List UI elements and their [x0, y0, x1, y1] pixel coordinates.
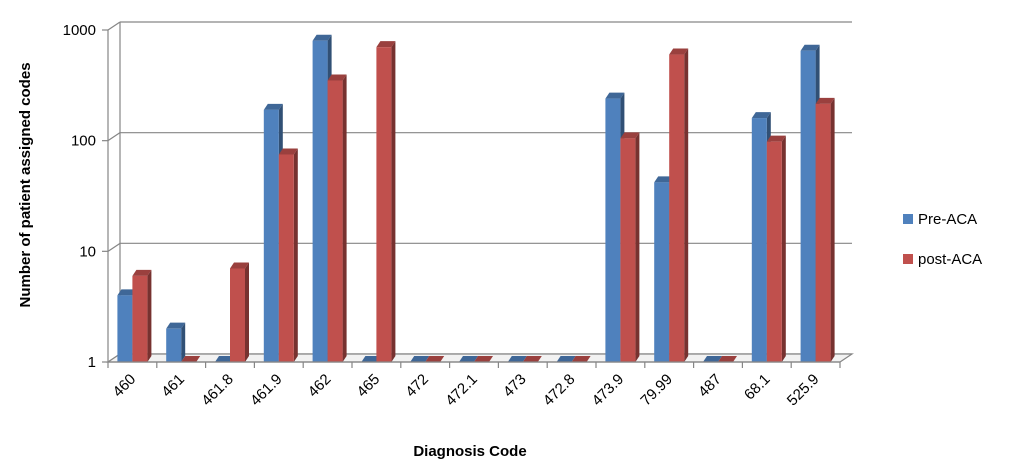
- bar-post-aca-487: [718, 356, 737, 362]
- y-axis-ticks: 1 10 100 1000: [63, 22, 96, 371]
- x-tick-label: 472: [402, 371, 432, 401]
- x-tick-label: 472.1: [442, 371, 481, 410]
- bar-post-aca-68.1: [766, 135, 786, 362]
- x-axis-title: Diagnosis Code: [413, 443, 526, 460]
- y-axis-title: Number of patient assigned codes: [17, 62, 34, 307]
- legend-swatch-post-aca: [903, 254, 913, 264]
- bar-post-aca-465: [376, 41, 396, 362]
- gridlines: [102, 21, 852, 363]
- bar-pre-aca-473: [507, 356, 527, 362]
- x-tick-label: 461.9: [247, 371, 286, 410]
- bars: [117, 34, 835, 363]
- x-tick-label: 472.8: [540, 371, 579, 410]
- bar-post-aca-473.9: [620, 132, 640, 362]
- plot-wall: [106, 22, 854, 363]
- bar-post-aca-462: [327, 74, 347, 362]
- x-tick-label: 473.9: [589, 371, 628, 410]
- y-tick-label: 1000: [63, 22, 96, 39]
- bar-post-aca-525.9: [815, 97, 835, 363]
- gridline-depth: [107, 242, 121, 252]
- gridline-depth: [107, 132, 121, 142]
- y-tick-label: 1: [88, 354, 96, 371]
- x-axis-ticks: 460 461 461.8 461.9 462 465 472 472.1 473 472.8 47…: [107, 361, 841, 410]
- bar-pre-aca-472.1: [459, 356, 478, 362]
- bar-post-aca-472.1: [474, 356, 493, 362]
- gridline-depth: [107, 21, 121, 31]
- bar-pre-aca-472: [410, 356, 430, 362]
- x-tick-label: 461: [158, 371, 188, 401]
- bar-post-aca-472.8: [571, 356, 591, 362]
- x-tick-label: 460: [110, 371, 140, 401]
- bar-post-aca-461.8: [230, 262, 249, 362]
- x-tick-label: 462: [305, 371, 335, 401]
- bar-post-aca-460: [132, 269, 152, 362]
- legend-label-pre-aca: Pre-ACA: [918, 211, 977, 228]
- y-tick-label: 10: [79, 243, 96, 260]
- bar-pre-aca-472.8: [556, 356, 576, 362]
- bar-pre-aca-465: [361, 356, 381, 362]
- x-tick-label: 525.9: [784, 371, 823, 410]
- x-tick-label: 461.8: [198, 371, 237, 410]
- bar-post-aca-461.9: [278, 148, 298, 362]
- legend-swatch-pre-aca: [903, 214, 913, 224]
- y-tick-label: 100: [71, 133, 96, 150]
- x-tick-label: 465: [354, 371, 384, 401]
- x-tick-label: 79.99: [637, 371, 676, 410]
- bar-pre-aca-487: [703, 356, 722, 362]
- x-tick-label: 487: [695, 371, 725, 401]
- bar-pre-aca-461.8: [215, 356, 234, 362]
- bar-post-aca-472: [425, 356, 445, 362]
- bar-post-aca-79.99: [669, 48, 689, 362]
- legend: Pre-ACA post-ACA: [903, 211, 982, 268]
- bar-post-aca-473: [522, 356, 542, 362]
- x-tick-label: 68.1: [741, 371, 774, 404]
- bar-pre-aca-461: [166, 322, 186, 362]
- x-tick-label: 473: [500, 371, 530, 401]
- bar-post-aca-461: [181, 356, 201, 362]
- legend-label-post-aca: post-ACA: [918, 251, 982, 268]
